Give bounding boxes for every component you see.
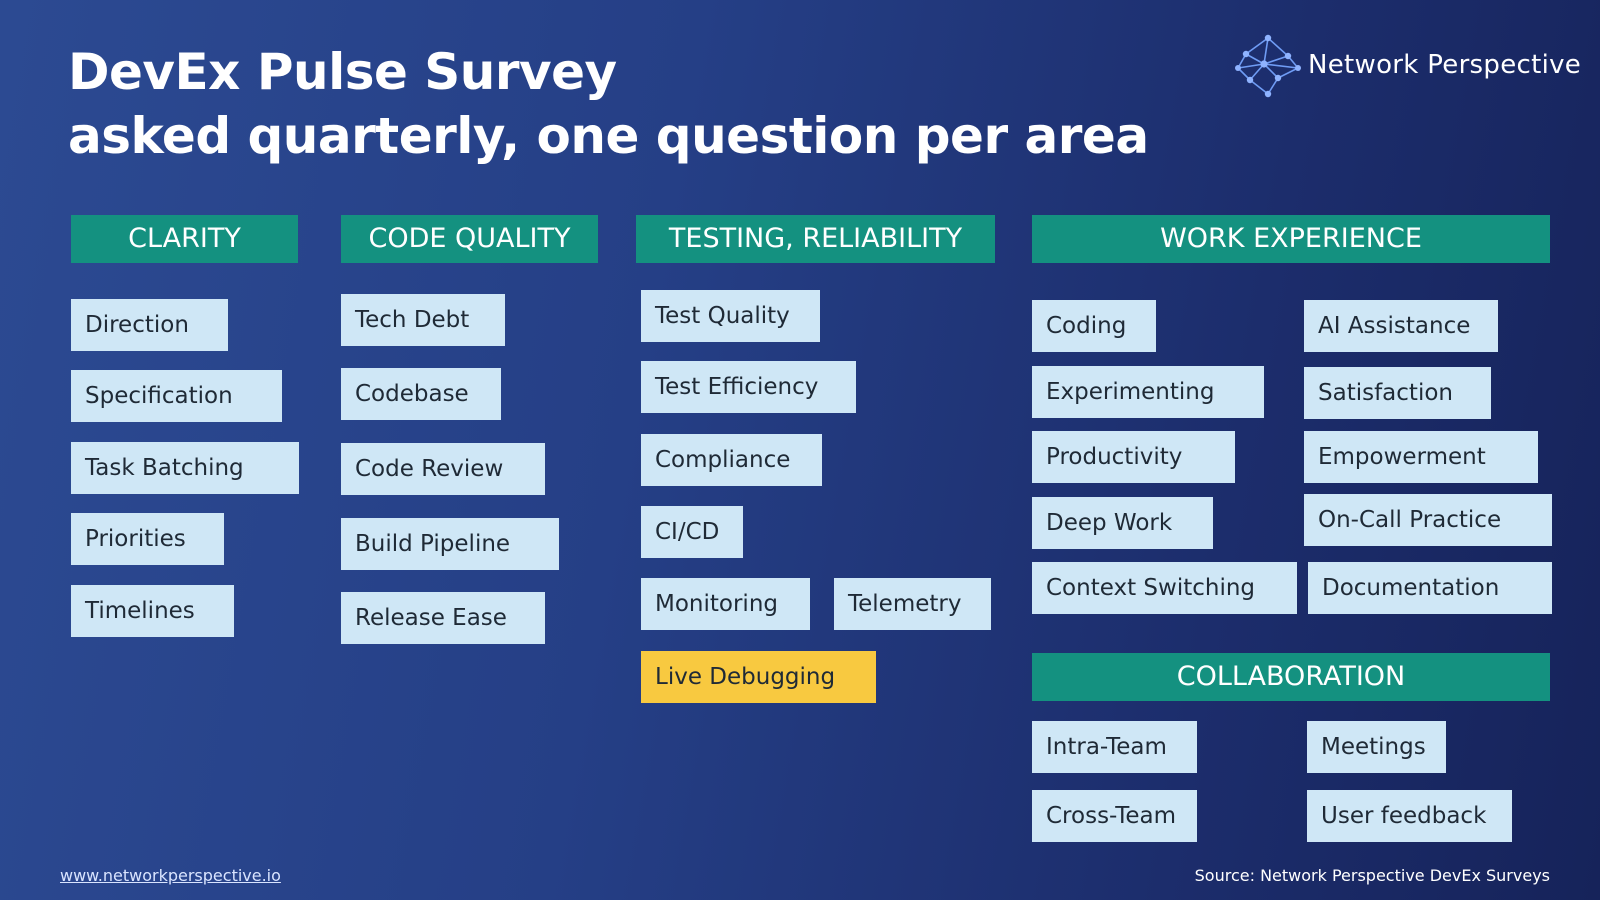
section-header-testing-reliability: TESTING, RELIABILITY xyxy=(636,215,995,263)
item-timelines: Timelines xyxy=(71,585,234,637)
section-header-code-quality: CODE QUALITY xyxy=(341,215,598,263)
section-header-collaboration: COLLABORATION xyxy=(1032,653,1550,701)
section-header-clarity: CLARITY xyxy=(71,215,298,263)
item-build-pipeline: Build Pipeline xyxy=(341,518,559,570)
item-ci-cd: CI/CD xyxy=(641,506,743,558)
item-telemetry: Telemetry xyxy=(834,578,991,630)
item-empowerment: Empowerment xyxy=(1304,431,1538,483)
item-priorities: Priorities xyxy=(71,513,224,565)
brand-name: Network Perspective xyxy=(1308,50,1582,80)
source-note: Source: Network Perspective DevEx Survey… xyxy=(1194,866,1550,885)
title-line-1: DevEx Pulse Survey xyxy=(68,43,617,101)
item-experimenting: Experimenting xyxy=(1032,366,1264,418)
item-code-review: Code Review xyxy=(341,443,545,495)
item-live-debugging: Live Debugging xyxy=(641,651,876,703)
item-ai-assistance: AI Assistance xyxy=(1304,300,1498,352)
item-intra-team: Intra-Team xyxy=(1032,721,1197,773)
section-header-work-experience: WORK EXPERIENCE xyxy=(1032,215,1550,263)
item-codebase: Codebase xyxy=(341,368,501,420)
item-on-call-practice: On-Call Practice xyxy=(1304,494,1552,546)
item-cross-team: Cross-Team xyxy=(1032,790,1197,842)
item-release-ease: Release Ease xyxy=(341,592,545,644)
item-user-feedback: User feedback xyxy=(1307,790,1512,842)
item-productivity: Productivity xyxy=(1032,431,1235,483)
item-context-switching: Context Switching xyxy=(1032,562,1297,614)
item-documentation: Documentation xyxy=(1308,562,1552,614)
network-graph-icon xyxy=(1235,34,1301,98)
title-line-2: asked quarterly, one question per area xyxy=(68,107,1149,165)
item-task-batching: Task Batching xyxy=(71,442,299,494)
website-link[interactable]: www.networkperspective.io xyxy=(60,866,281,885)
item-tech-debt: Tech Debt xyxy=(341,294,505,346)
item-monitoring: Monitoring xyxy=(641,578,810,630)
item-compliance: Compliance xyxy=(641,434,822,486)
item-test-quality: Test Quality xyxy=(641,290,820,342)
item-test-efficiency: Test Efficiency xyxy=(641,361,856,413)
page-title: DevEx Pulse Survey asked quarterly, one … xyxy=(68,40,1149,168)
item-direction: Direction xyxy=(71,299,228,351)
item-deep-work: Deep Work xyxy=(1032,497,1213,549)
item-meetings: Meetings xyxy=(1307,721,1446,773)
item-satisfaction: Satisfaction xyxy=(1304,367,1491,419)
item-specification: Specification xyxy=(71,370,282,422)
item-coding: Coding xyxy=(1032,300,1156,352)
